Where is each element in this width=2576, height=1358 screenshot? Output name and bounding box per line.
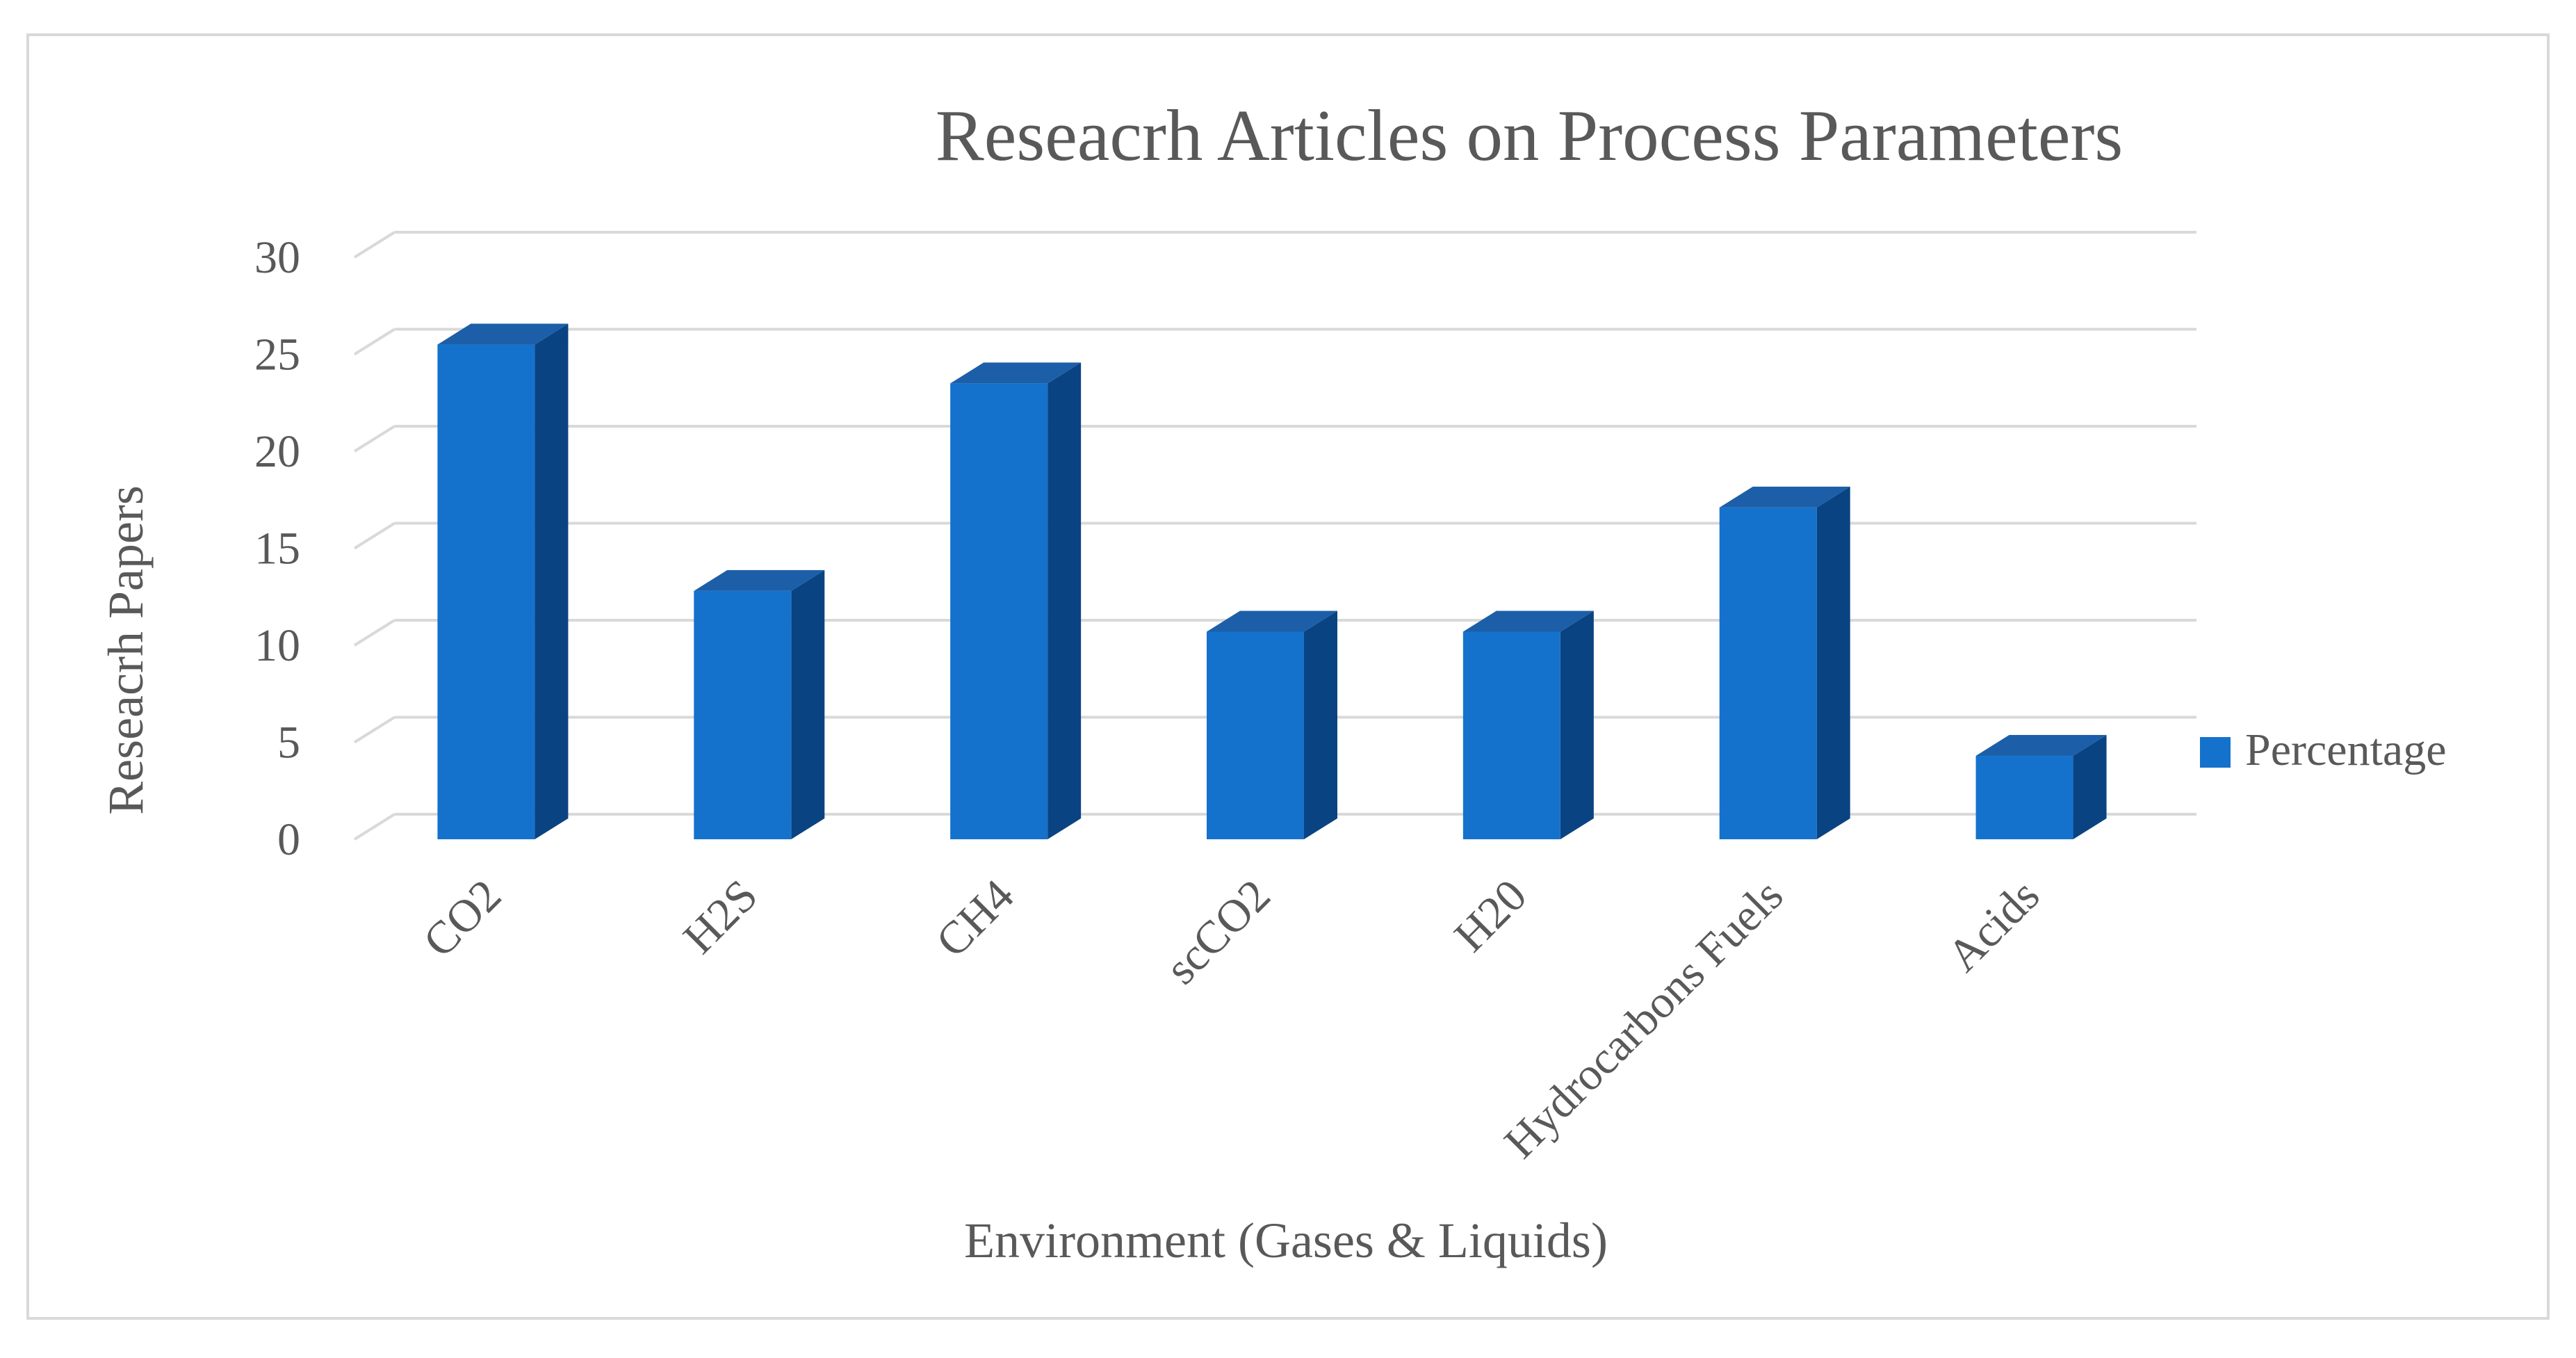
- x-tick-label: CH4: [927, 870, 1024, 967]
- y-tick-label: 20: [254, 426, 300, 477]
- y-axis-ticks: 0 5 10 15 20 25 30: [254, 232, 300, 865]
- x-tick-label: CO2: [414, 870, 511, 967]
- x-tick-label: H20: [1444, 870, 1536, 962]
- y-axis-title: Reseacrh Papers: [98, 485, 154, 815]
- gridline: [353, 328, 2196, 356]
- bar: [1975, 735, 2107, 839]
- y-tick-label: 15: [254, 524, 300, 574]
- bar: [1719, 486, 1850, 839]
- legend-swatch: [2200, 737, 2231, 768]
- y-tick-label: 30: [254, 232, 300, 283]
- bars: [437, 323, 2107, 839]
- x-tick-label: Acids: [1938, 870, 2050, 982]
- bar: [694, 569, 825, 839]
- y-tick-label: 10: [254, 620, 300, 671]
- x-tick-label: H2S: [674, 870, 767, 964]
- x-tick-label: scCO2: [1156, 870, 1280, 994]
- gridline: [353, 425, 2196, 453]
- gridline: [353, 522, 2196, 550]
- bar: [437, 323, 569, 839]
- bar: [1462, 611, 1594, 839]
- x-tick-label: Hydrocarbons Fuels: [1495, 870, 1793, 1168]
- y-tick-label: 5: [277, 718, 300, 768]
- gridline: [353, 231, 2196, 259]
- chart-title: Reseacrh Articles on Process Parameters: [936, 95, 2123, 176]
- legend: Percentage: [2200, 725, 2447, 775]
- bar: [1207, 611, 1337, 839]
- legend-label: Percentage: [2245, 725, 2447, 775]
- y-tick-label: 25: [254, 330, 300, 380]
- bar: [950, 362, 1082, 839]
- y-tick-label: 0: [277, 814, 300, 865]
- x-axis-title: Environment (Gases & Liquids): [964, 1213, 1608, 1268]
